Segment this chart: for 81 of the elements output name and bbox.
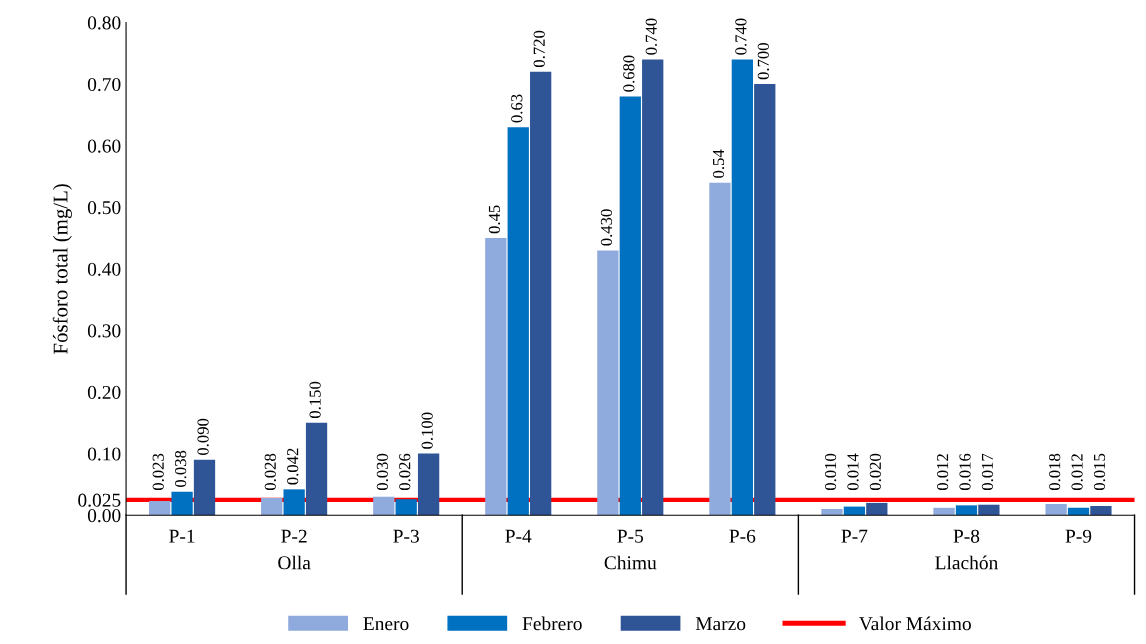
bar [507,127,529,516]
x-tick-label: P-1 [169,529,195,543]
data-label: 0.016 [959,453,971,491]
x-tick-label: P-2 [281,529,307,543]
x-tick-label: P-3 [393,529,419,543]
bar [171,491,193,516]
y-tick-label: 0.10 [87,447,121,461]
bar [485,238,507,516]
bar [933,507,955,516]
bar [193,459,216,516]
bar [642,59,664,516]
y-tick-label: 0.70 [87,77,121,92]
data-label: 0.014 [847,453,859,491]
data-label: 0.150 [309,381,321,419]
y-tick-label: 0.025 [78,493,121,507]
x-tick-label: P-6 [729,529,756,543]
bar [955,505,978,516]
data-label: 0.63 [511,94,523,123]
data-label: 0.020 [869,453,882,491]
bar [597,250,619,516]
bar [866,502,888,516]
bar [530,71,552,516]
y-tick-label: 0.60 [87,139,121,153]
data-label: 0.100 [421,412,433,449]
data-label: 0.740 [645,18,657,55]
x-tick-label: P-4 [505,529,532,543]
legend-label: Valor Máximo [859,616,971,631]
bar [731,59,753,516]
x-tick-label: P-9 [1065,529,1092,543]
data-label: 0.430 [600,209,613,246]
y-tick-label: 0.20 [87,385,121,400]
data-label: 0.017 [981,453,994,491]
data-label: 0.012 [936,454,949,491]
data-label: 0.038 [175,450,187,487]
y-tick-label: 0.80 [87,16,121,30]
x-tick-label: P-8 [953,529,980,543]
text: Olla [278,555,311,570]
legend-label: Marzo [695,617,746,631]
bar [261,497,283,516]
data-label: 0.090 [197,418,209,455]
y-tick-label: 0.40 [87,262,121,276]
bar [283,489,305,516]
x-tick-label: P-7 [841,529,868,543]
bar [978,504,1000,516]
bar [754,84,776,516]
data-label: 0.45 [488,205,501,234]
bar [417,453,440,516]
text: Chimu [604,555,657,570]
data-label: 0.740 [735,18,747,55]
bar [1045,504,1067,516]
data-label: 0.030 [376,453,389,491]
bar [709,182,731,516]
data-label: 0.018 [1049,453,1061,491]
bar [149,501,171,516]
y-axis-title: Fósforo total (mg/L) [52,184,72,354]
y-tick-label: 0.30 [87,324,121,338]
text: Llachón [935,555,999,570]
data-label: 0.026 [399,453,411,491]
data-label: 0.028 [264,453,276,491]
data-label: 0.015 [1093,453,1106,491]
bar [619,96,641,516]
data-label: 0.010 [824,453,837,491]
bar [395,499,417,516]
data-label: 0.023 [152,453,164,491]
bar [373,496,395,516]
bar [1067,507,1090,516]
data-label: 0.54 [712,149,725,178]
data-label: 0.720 [533,30,545,67]
y-tick-label: 0.00 [87,509,121,523]
data-label: 0.680 [623,55,635,92]
data-label: 0.700 [757,43,770,80]
legend-label: Enero [363,617,409,631]
bar [305,422,328,516]
bar [843,506,866,516]
y-tick-label: 0.50 [87,201,121,215]
data-label: 0.012 [1071,454,1083,491]
x-tick-label: P-5 [617,529,644,543]
bar [1090,505,1112,516]
legend-label: Febrero [522,616,582,631]
bar [821,509,843,516]
data-label: 0.042 [287,448,299,485]
